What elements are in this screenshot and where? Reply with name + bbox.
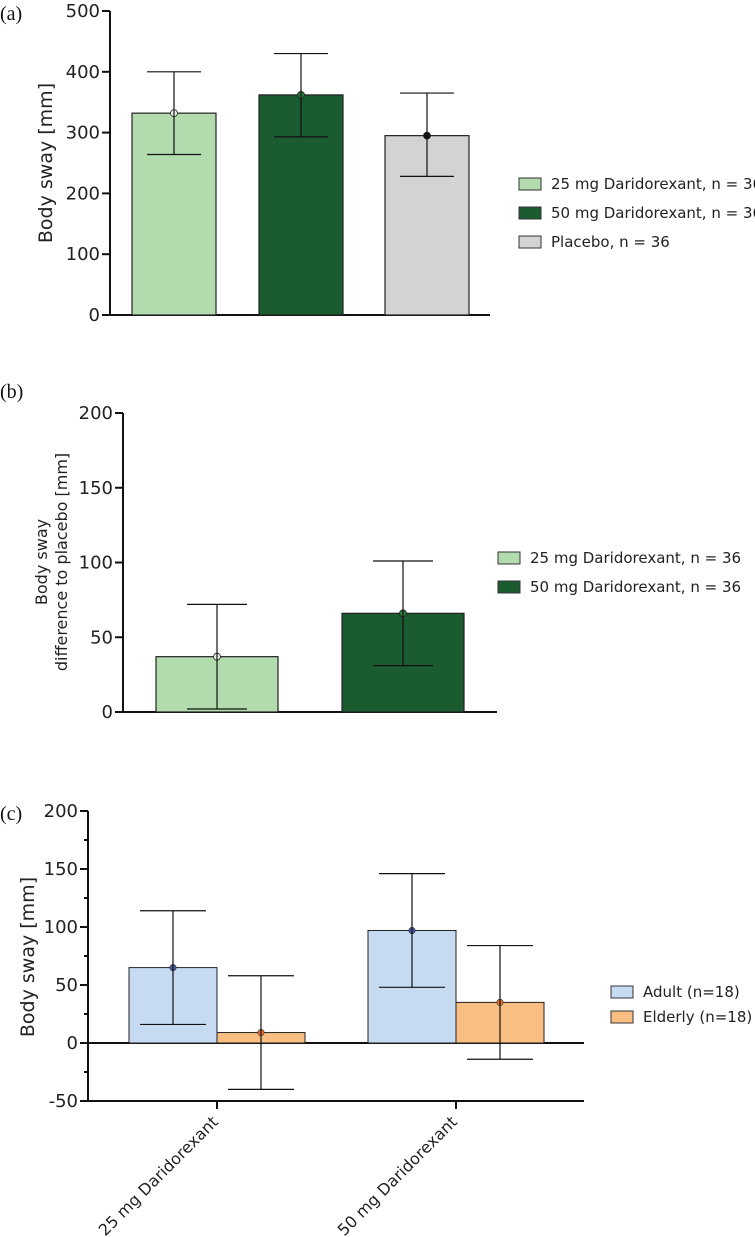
legend-label: 50 mg Daridorexant, n = 36	[530, 578, 741, 596]
y-tick-label: 0	[89, 305, 100, 326]
y-tick-label: 100	[66, 244, 100, 265]
y-axis-label: Body sway [mm]	[17, 877, 39, 1037]
legend-label: Placebo, n = 36	[551, 233, 670, 251]
legend-swatch	[497, 580, 521, 594]
panel-b: (b) 0 50 100 150 200 Body swaydifference to pl…	[0, 381, 497, 723]
error-bar	[467, 944, 533, 1060]
y-tick-label: 200	[66, 183, 100, 204]
panel-label: (c)	[0, 803, 22, 825]
y-tick-label: 300	[66, 123, 100, 144]
y-tick-label: 200	[79, 403, 113, 424]
legend-swatch	[518, 177, 542, 191]
y-axis-label-line: difference to placebo [mm]	[52, 453, 71, 671]
error-bar	[274, 52, 328, 138]
y-axis-label-line: Body sway	[32, 519, 51, 605]
x-tick-label: 50 mg Daridorexant	[334, 1112, 461, 1237]
y-tick-label: 500	[66, 1, 100, 22]
y-tick-label: 0	[102, 702, 113, 723]
error-bar	[140, 910, 206, 1026]
error-bar	[147, 71, 201, 156]
panel-label: (b)	[0, 381, 23, 403]
y-tick-label: -50	[49, 1091, 78, 1112]
legend-swatch	[518, 206, 542, 220]
y-tick-label: 50	[90, 627, 113, 648]
y-tick-label: 400	[66, 62, 100, 83]
y-tick-label: 100	[44, 917, 78, 938]
y-axis-label: Body swaydifference to placebo [mm]	[32, 453, 71, 671]
legend-label: 50 mg Daridorexant, n = 36	[551, 204, 755, 222]
legend-swatch	[497, 551, 521, 565]
panel-label: (a)	[0, 3, 22, 25]
y-tick-label: 200	[44, 801, 78, 822]
error-bar	[228, 975, 294, 1091]
error-bar	[187, 603, 247, 710]
panel-c: (c) -50 0 50 100 150 200 Body sway [mm] 25 mg Da…	[0, 801, 584, 1237]
y-tick-label: 50	[55, 975, 78, 996]
y-tick-label: 150	[79, 478, 113, 499]
legend-label: Elderly (n=18)	[643, 1008, 752, 1026]
panel-a: (a) 0 100 200 300 400 500 Body sway [mm]	[0, 1, 490, 326]
x-tick-label: 25 mg Daridorexant	[95, 1112, 222, 1237]
legend-b: 25 mg Daridorexant, n = 36 50 mg Daridore…	[497, 549, 741, 596]
legend-label: 25 mg Daridorexant, n = 36	[530, 549, 741, 567]
legend-swatch	[518, 235, 542, 249]
error-bar	[373, 560, 433, 667]
legend-c: Adult (n=18) Elderly (n=18)	[610, 983, 752, 1026]
legend-label: Adult (n=18)	[643, 983, 740, 1001]
y-tick-label: 0	[67, 1033, 78, 1054]
legend-label: 25 mg Daridorexant, n = 36	[551, 175, 755, 193]
legend-a: 25 mg Daridorexant, n = 36 50 mg Daridore…	[518, 175, 755, 251]
y-tick-label: 100	[79, 553, 113, 574]
error-bar	[379, 873, 445, 988]
legend-swatch	[610, 985, 634, 999]
y-axis-label: Body sway [mm]	[35, 83, 57, 243]
legend-swatch	[610, 1010, 634, 1024]
y-tick-label: 150	[44, 859, 78, 880]
error-bar	[400, 92, 454, 177]
